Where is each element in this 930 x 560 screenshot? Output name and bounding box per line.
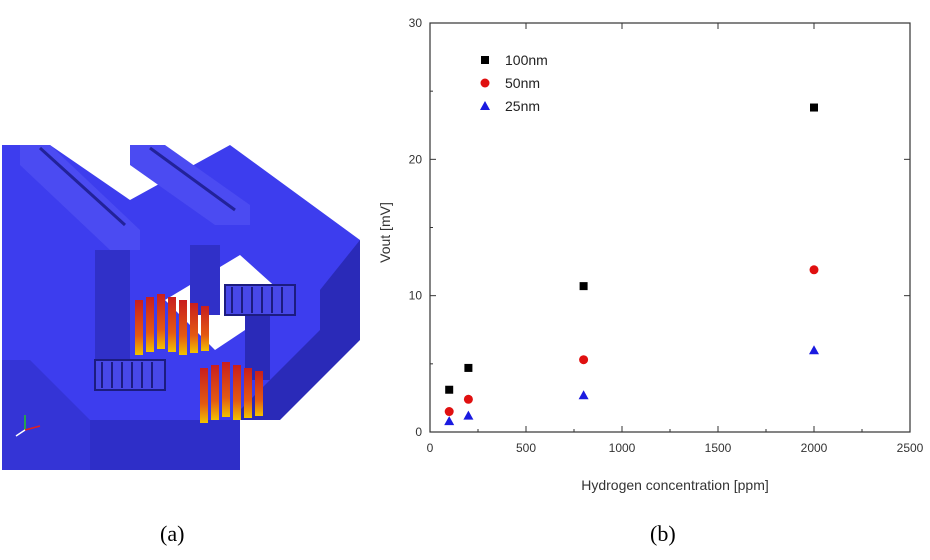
axis-triad-icon — [15, 415, 41, 437]
data-point-triangle — [809, 345, 819, 355]
device-inner-pillar-1 — [95, 250, 130, 360]
legend-marker — [480, 78, 490, 88]
y-axis-label: Vout [mV] — [377, 202, 393, 263]
device-beam-middle — [130, 145, 250, 225]
panel-caption-a: (a) — [160, 521, 185, 546]
device-comb-right — [224, 284, 296, 316]
x-tick-label: 2500 — [897, 441, 924, 455]
heater-fins-lower — [200, 362, 263, 423]
device-frame-front-right — [90, 420, 240, 470]
x-axis-label: Hydrogen concentration [ppm] — [581, 477, 769, 493]
y-tick-label: 30 — [409, 16, 423, 30]
sensor-device-3d-icon — [2, 145, 360, 470]
legend-label: 50nm — [505, 75, 540, 91]
device-comb-left — [94, 359, 166, 391]
heater-fins-upper — [135, 294, 209, 355]
legend-label: 100nm — [505, 52, 548, 68]
data-point-triangle — [444, 416, 455, 426]
legend-label: 25nm — [505, 98, 540, 114]
device-frame-front — [2, 360, 90, 470]
chart-axes: 0 500 1000 1500 2000 2500 0 10 20 30 Hydrogen conc… — [377, 16, 924, 493]
y-tick-label: 0 — [415, 425, 422, 439]
x-tick-label: 500 — [516, 441, 536, 455]
chart-legend: 100nm 50nm 25nm — [480, 52, 548, 114]
data-point-triangle — [578, 390, 589, 400]
data-point-square — [810, 103, 818, 112]
data-point-triangle — [463, 410, 474, 420]
legend-marker — [481, 56, 489, 64]
y-tick-label: 10 — [409, 289, 423, 303]
y-tick-label: 20 — [409, 152, 423, 166]
data-point-circle — [463, 394, 473, 404]
device-groove-1 — [38, 146, 127, 227]
data-point-square — [464, 363, 473, 372]
scatter-chart: 0 500 1000 1500 2000 2500 0 10 20 30 Hydrogen conc… — [377, 16, 924, 493]
x-tick-label: 1500 — [705, 441, 732, 455]
device-frame-side-right — [240, 240, 360, 420]
x-tick-label: 0 — [427, 441, 434, 455]
device-groove-2 — [149, 146, 236, 212]
legend-marker — [480, 101, 490, 110]
data-point-circle — [809, 265, 819, 275]
x-tick-label: 1000 — [609, 441, 636, 455]
device-beam-left — [20, 145, 140, 250]
panel-caption-b: (b) — [650, 521, 676, 546]
data-point-square — [445, 385, 454, 394]
data-point-square — [579, 282, 588, 291]
data-point-circle — [579, 355, 589, 365]
chart-points — [444, 103, 819, 426]
data-point-circle — [444, 407, 454, 417]
x-tick-label: 2000 — [801, 441, 828, 455]
plot-frame — [429, 22, 911, 433]
